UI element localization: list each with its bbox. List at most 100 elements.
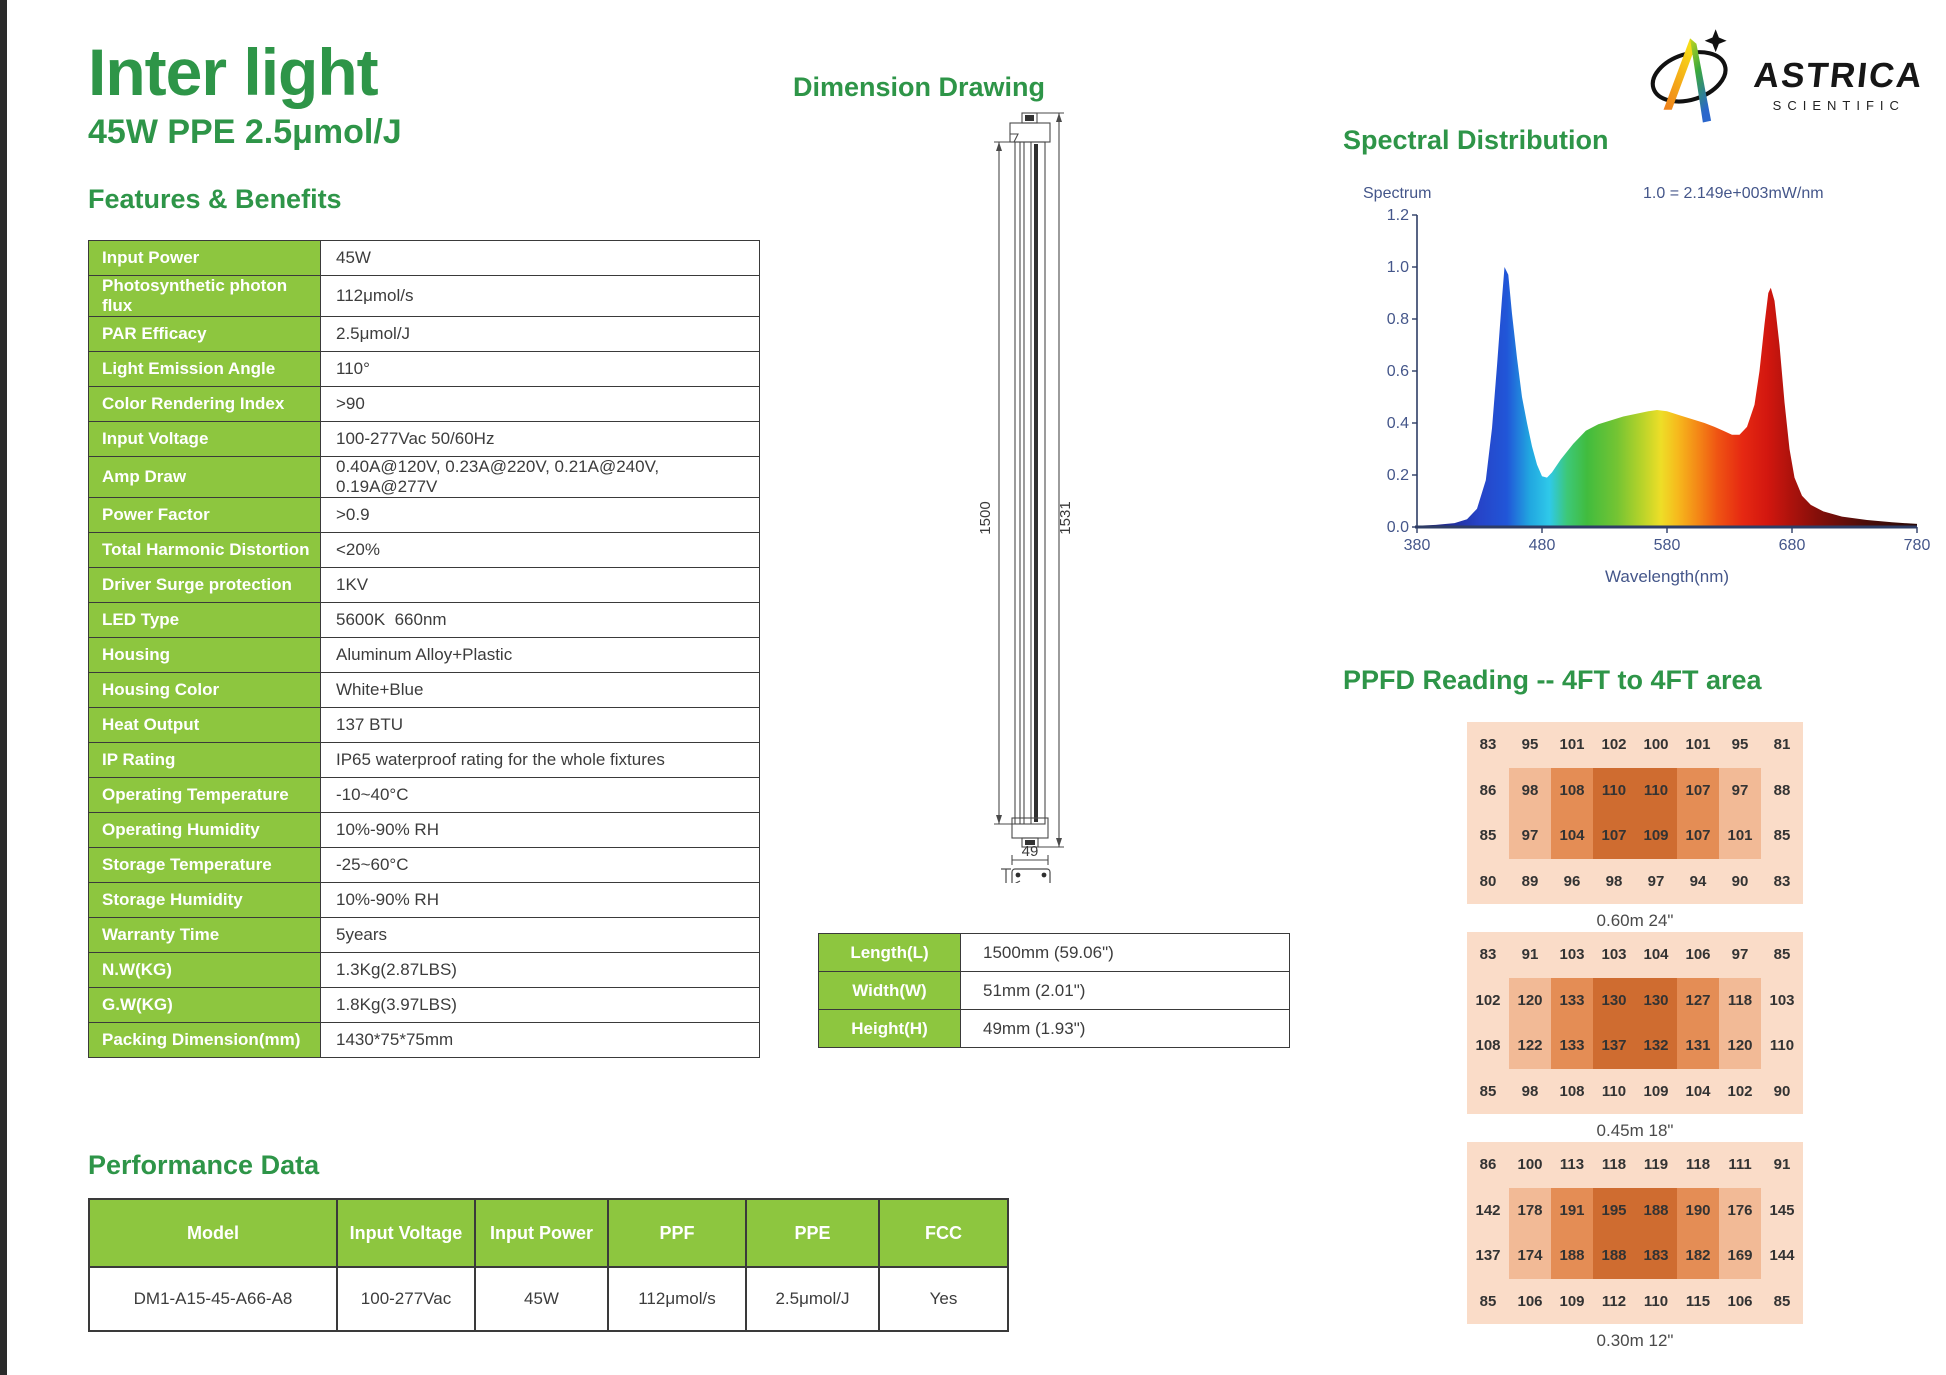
feature-value: White+Blue xyxy=(320,672,760,708)
feature-label: Input Power xyxy=(88,240,321,276)
feature-row: Power Factor >0.9 xyxy=(88,497,760,533)
feature-label: Operating Temperature xyxy=(88,777,321,813)
x-tick-label: 780 xyxy=(1904,537,1931,554)
brand-tagline: SCIENTIFIC xyxy=(1772,97,1905,113)
perf-data-cell: 2.5μmol/J xyxy=(745,1266,880,1332)
ppfd-cell: 102 xyxy=(1719,1068,1761,1114)
ppfd-cell: 190 xyxy=(1677,1187,1719,1233)
ppfd-cell: 108 xyxy=(1467,1023,1509,1069)
feature-value: 112μmol/s xyxy=(320,275,760,317)
feature-value: 10%-90% RH xyxy=(320,882,760,918)
ppfd-cell: 103 xyxy=(1551,932,1593,978)
y-tick-label: 0.8 xyxy=(1387,311,1409,328)
ppfd-cell: 106 xyxy=(1719,1278,1761,1324)
ppfd-cell: 182 xyxy=(1677,1233,1719,1279)
feature-label: Storage Temperature xyxy=(88,847,321,883)
feature-row: Storage Humidity 10%-90% RH xyxy=(88,882,760,918)
ppfd-cell: 115 xyxy=(1677,1278,1719,1324)
ppfd-grid: 83 91 103 103 104 106 97 85 102 120 133 130 130 127 11… xyxy=(1467,932,1803,1114)
ppfd-cell: 110 xyxy=(1761,1023,1803,1069)
feature-value: 2.5μmol/J xyxy=(320,316,760,352)
perf-data-cell: 45W xyxy=(474,1266,609,1332)
dimension-table: Length(L) 1500mm (59.06") Width(W) 51mm (2.… xyxy=(818,933,1290,1048)
ppfd-cell: 118 xyxy=(1719,977,1761,1023)
feature-label: Power Factor xyxy=(88,497,321,533)
feature-row: Light Emission Angle 110° xyxy=(88,351,760,387)
ppfd-cell: 188 xyxy=(1635,1187,1677,1233)
feature-value: 1430*75*75mm xyxy=(320,1022,760,1058)
feature-row: Input Power 45W xyxy=(88,240,760,276)
features-heading: Features & Benefits xyxy=(88,184,342,214)
perf-data-cell: DM1-A15-45-A66-A8 xyxy=(88,1266,338,1332)
feature-row: Color Rendering Index >90 xyxy=(88,386,760,422)
ppfd-cell: 132 xyxy=(1635,1023,1677,1069)
ppfd-cell: 85 xyxy=(1467,1278,1509,1324)
ppfd-cell: 96 xyxy=(1551,858,1593,904)
ppfd-cell: 91 xyxy=(1509,932,1551,978)
ppfd-cell: 108 xyxy=(1551,767,1593,813)
ppfd-cell: 112 xyxy=(1593,1278,1635,1324)
ppfd-cell: 85 xyxy=(1467,1068,1509,1114)
feature-label: Heat Output xyxy=(88,707,321,743)
feature-row: Driver Surge protection 1KV xyxy=(88,567,760,603)
ppfd-cell: 86 xyxy=(1467,767,1509,813)
y-tick-label: 0.4 xyxy=(1387,415,1409,432)
ppfd-cell: 118 xyxy=(1677,1142,1719,1188)
feature-label: Packing Dimension(mm) xyxy=(88,1022,321,1058)
ppfd-caption: 0.30m 12" xyxy=(1596,1331,1674,1350)
ppfd-cell: 137 xyxy=(1467,1233,1509,1279)
perf-header-cell: Input Power xyxy=(474,1198,609,1268)
feature-label: IP Rating xyxy=(88,742,321,778)
ppfd-cell: 120 xyxy=(1509,977,1551,1023)
feature-value: IP65 waterproof rating for the whole fix… xyxy=(320,742,760,778)
feature-label: Amp Draw xyxy=(88,456,321,498)
ppfd-cell: 85 xyxy=(1761,932,1803,978)
feature-row: Operating Humidity 10%-90% RH xyxy=(88,812,760,848)
ppfd-cell: 183 xyxy=(1635,1233,1677,1279)
ppfd-cell: 90 xyxy=(1719,858,1761,904)
dimension-labels: 1500 1531 49 51 xyxy=(977,501,1074,860)
dimension-heading: Dimension Drawing xyxy=(793,72,1046,102)
y-tick-label: 1.0 xyxy=(1387,259,1409,276)
features-table: Input Power 45W Photosynthetic photon flux… xyxy=(88,240,760,1058)
feature-row: PAR Efficacy 2.5μmol/J xyxy=(88,316,760,352)
ppfd-cell: 104 xyxy=(1551,813,1593,859)
feature-row: Heat Output 137 BTU xyxy=(88,707,760,743)
feature-value: 5600K 660nm xyxy=(320,602,760,638)
ppfd-cell: 90 xyxy=(1761,1068,1803,1114)
headline-block: Inter light 45W PPE 2.5μmol/J xyxy=(88,37,402,152)
ppfd-cell: 178 xyxy=(1509,1187,1551,1233)
ppfd-cell: 100 xyxy=(1635,722,1677,768)
ppfd-cell: 169 xyxy=(1719,1233,1761,1279)
dimension-row: Height(H) 49mm (1.93") xyxy=(818,1009,1290,1048)
dim-label-1531: 1531 xyxy=(1057,501,1074,534)
feature-label: Storage Humidity xyxy=(88,882,321,918)
dimension-value: 49mm (1.93") xyxy=(960,1009,1290,1048)
feature-label: G.W(KG) xyxy=(88,987,321,1023)
ppfd-cell: 119 xyxy=(1635,1142,1677,1188)
brand-logo: ASTRICA SCIENTIFIC xyxy=(1648,25,1926,125)
ppfd-cell: 111 xyxy=(1719,1142,1761,1188)
feature-row: Input Voltage 100-277Vac 50/60Hz xyxy=(88,421,760,457)
ppfd-cell: 83 xyxy=(1761,858,1803,904)
feature-value: 5years xyxy=(320,917,760,953)
y-tick-label: 1.2 xyxy=(1387,207,1409,224)
feature-value: 1.3Kg(2.87LBS) xyxy=(320,952,760,988)
ppfd-cell: 107 xyxy=(1677,767,1719,813)
fixture-end-view xyxy=(1001,868,1051,883)
dim-label-49: 49 xyxy=(1022,843,1039,860)
ppfd-grid: 83 95 101 102 100 101 95 81 86 98 108 110 110 107 97 88… xyxy=(1467,722,1803,904)
ppfd-cell: 101 xyxy=(1551,722,1593,768)
dimension-label: Height(H) xyxy=(818,1009,961,1048)
feature-value: 10%-90% RH xyxy=(320,812,760,848)
feature-row: Housing Color White+Blue xyxy=(88,672,760,708)
spectral-heading: Spectral Distribution xyxy=(1343,125,1609,155)
ppfd-cell: 195 xyxy=(1593,1187,1635,1233)
ppfd-cell: 85 xyxy=(1761,813,1803,859)
feature-value: 0.40A@120V, 0.23A@220V, 0.21A@240V, 0.19… xyxy=(320,456,760,498)
feature-row: Packing Dimension(mm) 1430*75*75mm xyxy=(88,1022,760,1058)
ppfd-grid: 86 100 113 118 119 118 111 91 142 178 191 195 188 190… xyxy=(1467,1142,1803,1324)
ppfd-cell: 97 xyxy=(1635,858,1677,904)
performance-table: Model Input Voltage Input Power PPF PPE FCC D… xyxy=(88,1198,1009,1332)
ppfd-cell: 176 xyxy=(1719,1187,1761,1233)
